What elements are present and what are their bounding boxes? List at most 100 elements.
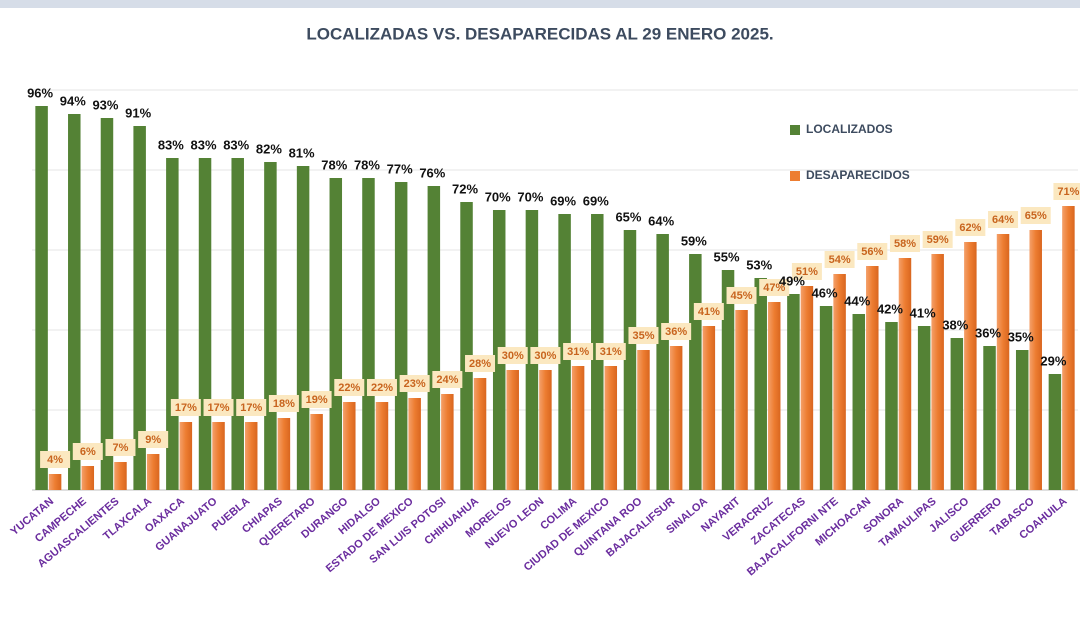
bar bbox=[264, 162, 277, 490]
value-label: 9% bbox=[145, 434, 161, 446]
value-label-box bbox=[465, 355, 496, 372]
bar bbox=[48, 474, 62, 490]
value-label-box bbox=[1053, 183, 1080, 200]
value-label: 41% bbox=[910, 305, 936, 320]
value-label: 83% bbox=[158, 137, 184, 152]
value-label-box bbox=[432, 371, 463, 388]
value-label: 69% bbox=[550, 193, 576, 208]
bar bbox=[133, 126, 146, 490]
value-label: 64% bbox=[992, 214, 1014, 226]
value-label: 22% bbox=[338, 382, 360, 394]
value-label: 82% bbox=[256, 141, 282, 156]
value-label: 96% bbox=[27, 85, 53, 100]
value-label: 83% bbox=[223, 137, 249, 152]
legend-swatch bbox=[790, 171, 800, 181]
bar bbox=[1048, 374, 1062, 490]
bar bbox=[604, 366, 618, 490]
value-label: 47% bbox=[763, 282, 785, 294]
value-label: 69% bbox=[583, 193, 609, 208]
bar bbox=[408, 398, 421, 490]
bar bbox=[1062, 206, 1075, 490]
bar bbox=[637, 350, 650, 490]
value-label-box bbox=[955, 219, 986, 236]
bar bbox=[277, 418, 291, 490]
value-label: 78% bbox=[354, 157, 380, 172]
value-label: 71% bbox=[1057, 186, 1079, 198]
value-label-box bbox=[693, 303, 724, 320]
value-label: 45% bbox=[731, 290, 753, 302]
value-label: 31% bbox=[600, 346, 622, 358]
bar bbox=[833, 274, 846, 490]
bar bbox=[1029, 230, 1042, 490]
value-label: 59% bbox=[927, 234, 949, 246]
value-label: 28% bbox=[469, 358, 491, 370]
bar bbox=[852, 314, 866, 490]
value-label: 46% bbox=[812, 285, 838, 300]
value-label-box bbox=[301, 391, 332, 408]
bar bbox=[669, 346, 683, 490]
value-label: 65% bbox=[1025, 210, 1047, 222]
value-label-box bbox=[661, 323, 692, 340]
bar bbox=[885, 322, 898, 490]
value-label-box bbox=[497, 347, 528, 364]
value-label: 49% bbox=[779, 273, 805, 288]
bar bbox=[950, 338, 964, 490]
value-label: 93% bbox=[92, 97, 118, 112]
bar bbox=[81, 466, 95, 490]
value-label-box bbox=[889, 235, 920, 252]
bar bbox=[114, 462, 127, 490]
value-label: 35% bbox=[1008, 329, 1034, 344]
bar bbox=[343, 402, 356, 490]
value-label: 36% bbox=[665, 326, 687, 338]
bar bbox=[767, 302, 781, 490]
top-band bbox=[0, 0, 1080, 8]
bar bbox=[787, 294, 800, 490]
bar bbox=[571, 366, 585, 490]
bar bbox=[931, 254, 944, 490]
bar bbox=[898, 258, 912, 490]
value-label: 17% bbox=[208, 402, 230, 414]
bar bbox=[539, 370, 552, 490]
value-label: 35% bbox=[632, 330, 654, 342]
bar bbox=[231, 158, 244, 490]
value-label-box bbox=[759, 279, 790, 296]
value-label-box bbox=[236, 399, 267, 416]
value-label: 72% bbox=[452, 181, 478, 196]
bar bbox=[212, 422, 225, 490]
value-label: 81% bbox=[289, 145, 315, 160]
bar bbox=[721, 270, 735, 490]
value-label-box bbox=[72, 443, 103, 460]
bar bbox=[198, 158, 212, 490]
bar bbox=[394, 182, 408, 490]
value-label: 19% bbox=[306, 394, 328, 406]
value-label: 29% bbox=[1040, 353, 1066, 368]
value-label: 78% bbox=[321, 157, 347, 172]
value-label: 65% bbox=[615, 209, 641, 224]
value-label: 83% bbox=[191, 137, 217, 152]
bar bbox=[800, 286, 814, 490]
value-label-box bbox=[530, 347, 561, 364]
bar bbox=[35, 106, 48, 490]
value-label: 17% bbox=[240, 402, 262, 414]
value-label: 7% bbox=[113, 442, 129, 454]
value-label-box bbox=[334, 379, 365, 396]
bar bbox=[656, 234, 669, 490]
bar bbox=[100, 118, 114, 490]
value-label-box bbox=[922, 231, 953, 248]
bar bbox=[68, 114, 81, 490]
bar bbox=[917, 326, 931, 490]
bar bbox=[460, 202, 473, 490]
value-label: 22% bbox=[371, 382, 393, 394]
value-label: 36% bbox=[975, 325, 1001, 340]
value-label-box bbox=[1020, 207, 1051, 224]
value-label: 24% bbox=[436, 374, 458, 386]
bar bbox=[427, 186, 441, 490]
value-label-box bbox=[857, 243, 888, 260]
bar bbox=[996, 234, 1010, 490]
value-label: 31% bbox=[567, 346, 589, 358]
value-label-box bbox=[824, 251, 855, 268]
value-label: 59% bbox=[681, 233, 707, 248]
value-label: 18% bbox=[273, 398, 295, 410]
value-label-box bbox=[595, 343, 626, 360]
